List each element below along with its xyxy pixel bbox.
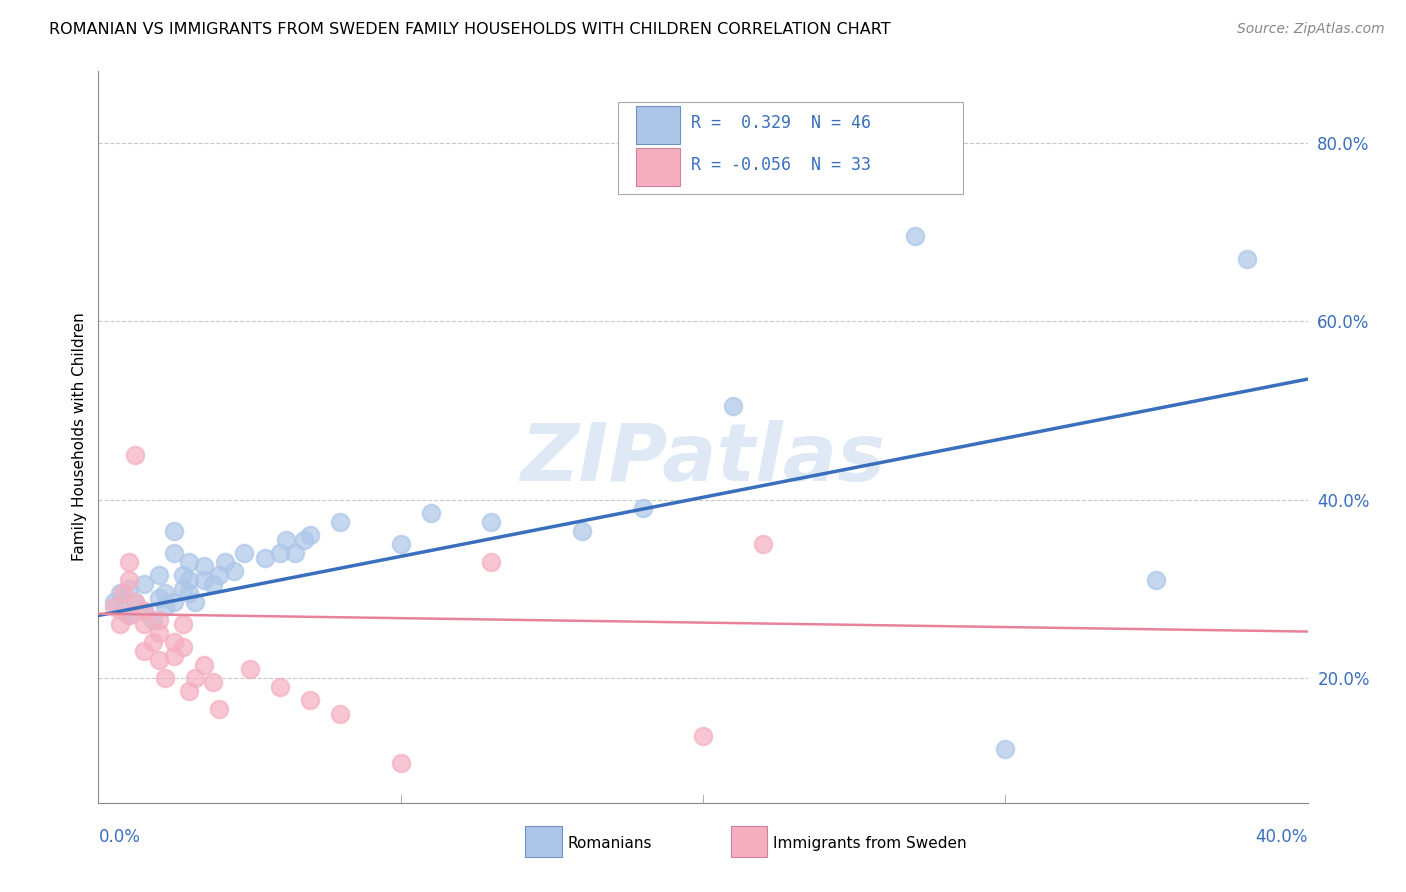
Y-axis label: Family Households with Children: Family Households with Children (72, 313, 87, 561)
Point (163, 635, 186, 649)
Point (193, 559, 215, 574)
Point (329, 515, 352, 529)
Point (193, 657, 215, 672)
Point (163, 524, 186, 538)
Point (172, 640, 194, 654)
Point (299, 528, 322, 542)
Text: 0.0%: 0.0% (98, 828, 141, 846)
Text: R =  0.329  N = 46: R = 0.329 N = 46 (690, 114, 870, 132)
FancyBboxPatch shape (526, 826, 561, 857)
Point (118, 608, 141, 623)
Point (118, 555, 141, 569)
Point (172, 582, 194, 596)
Point (148, 653, 170, 667)
Point (142, 635, 165, 649)
Point (389, 756, 412, 770)
Point (184, 671, 207, 685)
Point (481, 515, 503, 529)
Point (124, 448, 146, 462)
Point (118, 608, 141, 623)
Point (132, 644, 155, 658)
Point (389, 537, 412, 551)
Text: Immigrants from Sweden: Immigrants from Sweden (773, 836, 967, 851)
Point (1144, 573, 1167, 587)
Point (148, 591, 170, 605)
Point (994, 742, 1017, 756)
Point (329, 706, 352, 721)
Point (148, 613, 170, 627)
Point (132, 604, 155, 618)
Point (108, 586, 131, 600)
Point (202, 675, 225, 690)
Point (239, 662, 262, 676)
Point (184, 595, 207, 609)
Point (118, 573, 141, 587)
Point (132, 577, 155, 591)
Point (299, 693, 322, 707)
Text: R = -0.056  N = 33: R = -0.056 N = 33 (690, 156, 870, 175)
Point (111, 604, 134, 618)
FancyBboxPatch shape (731, 826, 768, 857)
Point (124, 595, 146, 609)
Point (904, 229, 927, 244)
Point (148, 626, 170, 640)
FancyBboxPatch shape (637, 148, 681, 186)
Point (284, 546, 307, 560)
Text: 40.0%: 40.0% (1256, 828, 1308, 846)
Text: Romanians: Romanians (568, 836, 652, 851)
Point (148, 568, 170, 582)
Text: ZIPatlas: ZIPatlas (520, 420, 886, 498)
Point (153, 671, 176, 685)
Point (179, 555, 201, 569)
Point (752, 537, 775, 551)
Point (103, 595, 125, 609)
Point (420, 506, 443, 520)
Point (274, 533, 297, 547)
Point (269, 680, 291, 694)
Point (292, 533, 315, 547)
Point (1236, 252, 1258, 266)
Point (153, 586, 176, 600)
Point (202, 577, 225, 591)
Point (214, 555, 236, 569)
Point (179, 573, 201, 587)
Text: ROMANIAN VS IMMIGRANTS FROM SWEDEN FAMILY HOUSEHOLDS WITH CHILDREN CORRELATION C: ROMANIAN VS IMMIGRANTS FROM SWEDEN FAMIL… (49, 22, 891, 37)
Point (193, 573, 215, 587)
Point (253, 550, 276, 565)
Point (172, 617, 194, 632)
Point (132, 604, 155, 618)
Point (224, 564, 246, 578)
Point (108, 617, 131, 632)
Point (179, 684, 201, 698)
Point (571, 524, 593, 538)
Point (163, 595, 186, 609)
Text: Source: ZipAtlas.com: Source: ZipAtlas.com (1237, 22, 1385, 37)
Point (631, 501, 654, 516)
Point (208, 702, 231, 716)
Point (163, 648, 186, 663)
Point (163, 546, 186, 560)
Point (172, 568, 194, 582)
FancyBboxPatch shape (619, 102, 963, 194)
Point (232, 546, 254, 560)
Point (208, 568, 231, 582)
Point (179, 586, 201, 600)
Point (723, 399, 745, 413)
Point (153, 599, 176, 614)
Point (692, 729, 714, 743)
Point (132, 617, 155, 632)
Point (142, 613, 165, 627)
Point (118, 582, 141, 596)
Point (111, 586, 134, 600)
Point (269, 546, 291, 560)
Point (124, 595, 146, 609)
FancyBboxPatch shape (637, 106, 681, 144)
Point (481, 555, 503, 569)
Point (103, 599, 125, 614)
